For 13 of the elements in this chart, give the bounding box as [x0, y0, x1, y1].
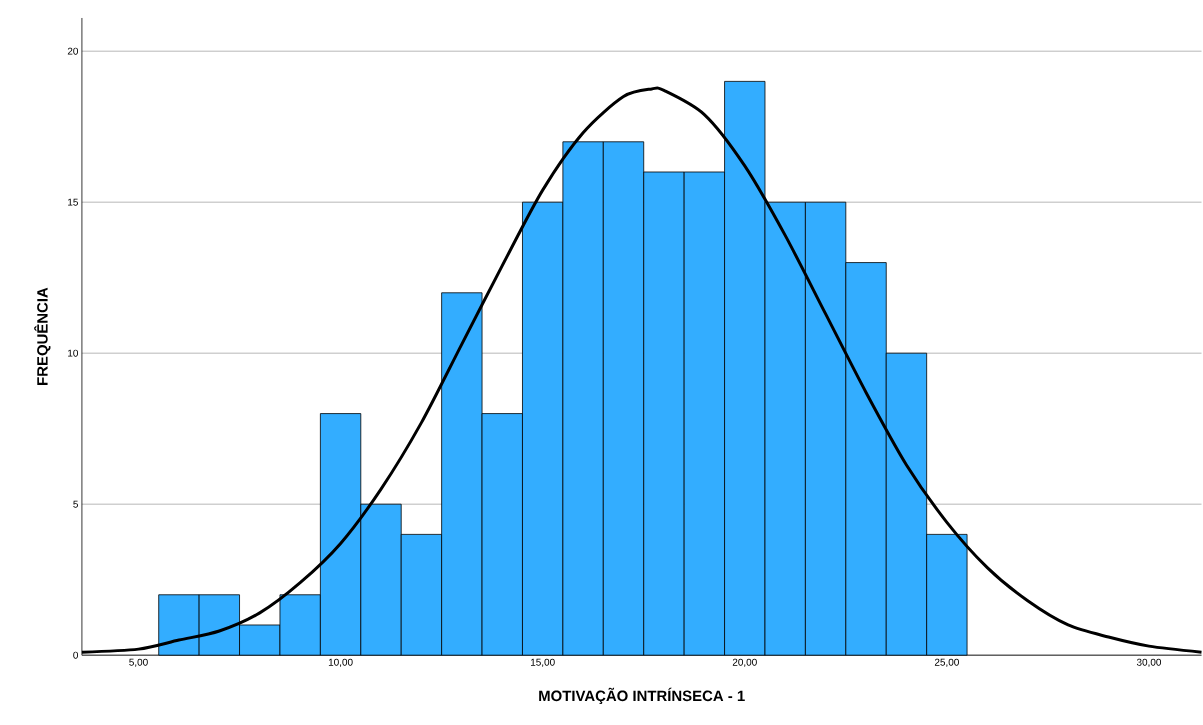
y-tick-label: 0 — [73, 651, 79, 659]
x-tick-label: 30,00 — [1136, 658, 1162, 667]
y-axis-title: FREQUÊNCIA — [34, 287, 51, 385]
x-tick-label: 15,00 — [531, 658, 555, 667]
y-tick-label: 15 — [68, 198, 78, 206]
y-tick-label: 5 — [73, 500, 78, 508]
x-tick-label: 25,00 — [934, 658, 959, 667]
x-tick-label: 5,00 — [129, 658, 148, 667]
x-axis-title: MOTIVAÇÃO INTRÍNSECA - 1 — [539, 687, 745, 705]
y-tick-label: 10 — [68, 349, 79, 357]
y-tick-label: 20 — [67, 47, 79, 55]
x-tick-label: 20,00 — [732, 658, 757, 667]
x-tick-label: 10,00 — [328, 658, 353, 667]
